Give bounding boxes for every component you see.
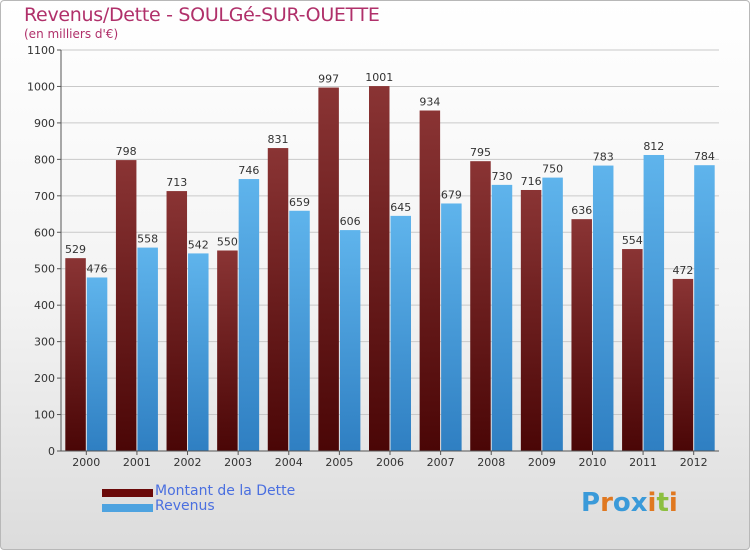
bar-dette: [369, 86, 390, 451]
x-tick-label: 2000: [72, 456, 100, 469]
bar-dette-value-label: 529: [65, 243, 86, 256]
bar-revenus-value-label: 730: [491, 170, 512, 183]
x-tick-label: 2007: [427, 456, 455, 469]
bar-revenus: [137, 247, 158, 451]
y-tick-label: 300: [34, 336, 55, 349]
bar-revenus-value-label: 476: [87, 262, 108, 275]
chart-title: Revenus/Dette - SOULGé-SUR-OUETTE: [24, 4, 380, 26]
x-tick-label: 2001: [123, 456, 151, 469]
bar-revenus-value-label: 659: [289, 196, 310, 209]
bar-revenus: [86, 277, 108, 451]
bar-revenus: [643, 154, 665, 452]
bar-dette: [571, 219, 592, 451]
bar-dette-value-label: 831: [268, 133, 289, 146]
chart-subtitle: (en milliers d'€): [24, 27, 119, 41]
bar-dette-value-label: 997: [318, 73, 339, 86]
bar-dette-value-label: 550: [217, 236, 238, 249]
y-tick-label: 1100: [27, 44, 55, 57]
bar-revenus: [694, 165, 715, 452]
bar-dette-value-label: 716: [521, 175, 542, 188]
bar-revenus-value-label: 558: [137, 233, 158, 246]
bar-dette: [115, 160, 137, 452]
y-tick-label: 500: [34, 263, 55, 276]
bar-revenus-value-label: 606: [340, 215, 361, 228]
bar-revenus-value-label: 746: [238, 164, 259, 177]
bar-dette-value-label: 798: [116, 145, 137, 158]
logo-letter: i: [647, 488, 657, 518]
logo-letter: o: [612, 488, 631, 518]
bar-revenus: [441, 203, 462, 451]
y-tick-label: 400: [34, 299, 55, 312]
logo-letter: P: [581, 488, 601, 518]
bar-dette-value-label: 713: [166, 176, 187, 189]
bar-revenus: [289, 210, 310, 451]
logo-letter: i: [668, 488, 678, 518]
legend-swatch-dette: [102, 489, 153, 497]
bar-revenus: [592, 165, 614, 451]
y-tick-label: 600: [34, 226, 55, 239]
y-tick-label: 200: [34, 372, 55, 385]
bar-revenus: [339, 230, 361, 451]
y-tick-label: 800: [34, 153, 55, 166]
x-tick-label: 2012: [680, 456, 708, 469]
x-tick-label: 2009: [528, 456, 556, 469]
y-tick-label: 1000: [27, 80, 55, 93]
bar-revenus-value-label: 750: [542, 163, 563, 176]
bar-revenus-value-label: 542: [188, 238, 209, 251]
bar-dette: [166, 191, 188, 451]
bar-revenus-value-label: 812: [643, 140, 664, 153]
bar-dette-value-label: 1001: [365, 71, 393, 84]
bar-revenus: [542, 177, 563, 451]
bar-dette-value-label: 934: [419, 96, 440, 109]
bar-revenus-value-label: 679: [441, 188, 462, 201]
bar-dette-value-label: 795: [470, 146, 491, 159]
bar-dette-value-label: 636: [571, 204, 592, 217]
bar-revenus: [188, 253, 209, 451]
bar-revenus-value-label: 784: [694, 150, 715, 163]
x-tick-label: 2002: [174, 456, 202, 469]
logo-letter: r: [600, 488, 613, 518]
logo-letter: t: [656, 488, 669, 518]
x-tick-label: 2004: [275, 456, 303, 469]
bar-dette-value-label: 554: [622, 234, 643, 247]
legend-label-dette: Montant de la Dette: [155, 483, 296, 499]
y-tick-label: 100: [34, 409, 55, 422]
x-tick-label: 2011: [629, 456, 657, 469]
logo-letter: x: [630, 488, 648, 518]
legend-swatch-revenus: [102, 504, 153, 512]
bar-dette-value-label: 472: [672, 264, 693, 277]
bar-revenus: [390, 215, 411, 451]
y-tick-label: 700: [34, 190, 55, 203]
bar-dette: [267, 148, 289, 451]
x-tick-label: 2003: [224, 456, 252, 469]
x-tick-label: 2010: [578, 456, 606, 469]
bar-dette: [65, 258, 86, 451]
proxiti-logo: Proxiti: [581, 488, 678, 518]
bar-dette: [470, 161, 491, 451]
bar-revenus: [491, 184, 513, 451]
bar-revenus: [238, 179, 260, 452]
bar-dette: [622, 249, 643, 451]
bar-dette: [419, 110, 441, 452]
bar-revenus-value-label: 645: [390, 201, 411, 214]
x-tick-label: 2006: [376, 456, 404, 469]
bar-dette: [520, 189, 542, 451]
x-tick-label: 2005: [325, 456, 353, 469]
x-tick-label: 2008: [477, 456, 505, 469]
bar-dette: [672, 278, 694, 451]
legend-label-revenus: Revenus: [155, 498, 215, 514]
y-tick-label: 0: [48, 445, 55, 458]
y-tick-label: 900: [34, 117, 55, 130]
bar-dette: [318, 87, 339, 451]
bar-dette: [217, 250, 238, 451]
bar-revenus-value-label: 783: [593, 151, 614, 164]
